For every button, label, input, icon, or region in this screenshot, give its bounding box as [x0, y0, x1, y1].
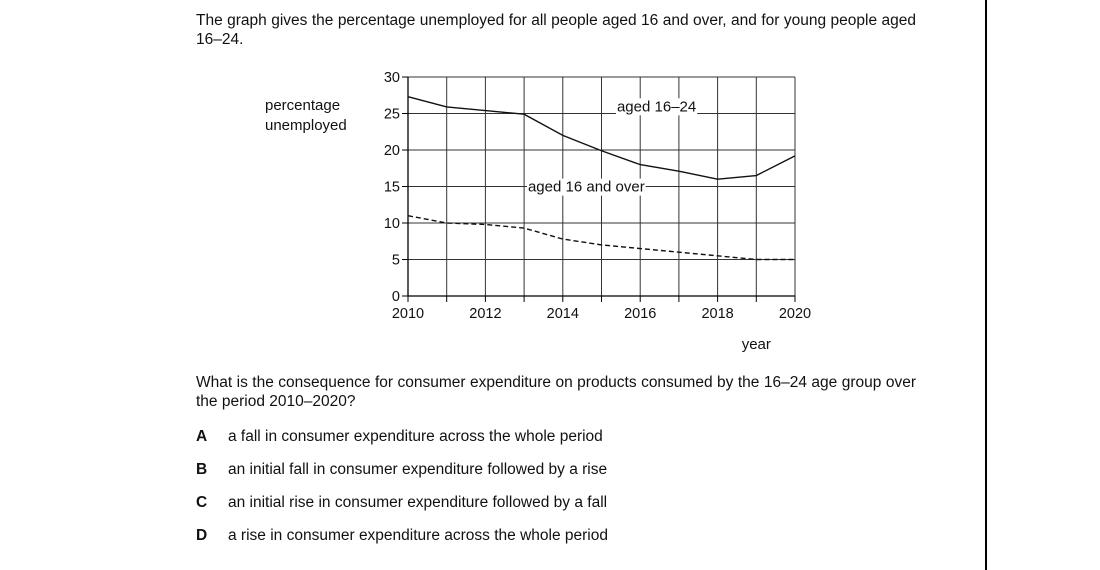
x-tick-label: 2014 [547, 306, 579, 322]
page-border-line [985, 0, 987, 570]
option-c-text: an initial rise in consumer expenditure … [228, 494, 608, 511]
answer-options: A a fall in consumer expenditure across … [196, 428, 608, 560]
series-annotation: aged 16 and over [528, 179, 645, 196]
y-tick-label: 10 [384, 216, 400, 232]
intro-text: The graph gives the percentage unemploye… [196, 12, 916, 48]
option-b-text: an initial fall in consumer expenditure … [228, 461, 608, 478]
annotation-background [526, 178, 646, 196]
question-text: What is the consequence for consumer exp… [196, 374, 916, 410]
option-a-text: a fall in consumer expenditure across th… [228, 428, 603, 445]
y-tick-label: 25 [384, 107, 400, 123]
y-tick-label: 30 [384, 70, 400, 86]
y-tick-label: 15 [384, 180, 400, 196]
y-tick-label: 20 [384, 143, 400, 159]
option-c-letter: C [196, 494, 208, 511]
x-tick-label: 2018 [701, 306, 733, 322]
series-annotation: aged 16–24 [617, 98, 696, 115]
y-tick-label: 0 [392, 289, 400, 305]
x-tick-label: 2016 [624, 306, 656, 322]
option-d-letter: D [196, 527, 208, 544]
x-axis-label: year [742, 336, 771, 353]
series-line [407, 215, 795, 261]
option-d[interactable]: D a rise in consumer expenditure across … [196, 527, 608, 560]
y-tick-label: 5 [392, 253, 400, 269]
option-c[interactable]: C an initial rise in consumer expenditur… [196, 494, 608, 527]
option-d-text: a rise in consumer expenditure across th… [228, 527, 608, 544]
y-axis-label: unemployed [265, 117, 347, 134]
x-tick-label: 2010 [392, 306, 424, 322]
annotation-background [615, 98, 698, 116]
x-tick-label: 2020 [779, 306, 811, 322]
option-b-letter: B [196, 461, 208, 478]
x-tick-label: 2012 [469, 306, 501, 322]
option-a-letter: A [196, 428, 208, 445]
option-a[interactable]: A a fall in consumer expenditure across … [196, 428, 608, 461]
unemployment-chart: 0 5 10 15 20 25 30 2010 2012 2014 2016 2018 2020 perc… [265, 70, 811, 353]
option-b[interactable]: B an initial fall in consumer expenditur… [196, 461, 608, 494]
y-axis-label: percentage [265, 97, 340, 114]
series-line [407, 96, 796, 180]
